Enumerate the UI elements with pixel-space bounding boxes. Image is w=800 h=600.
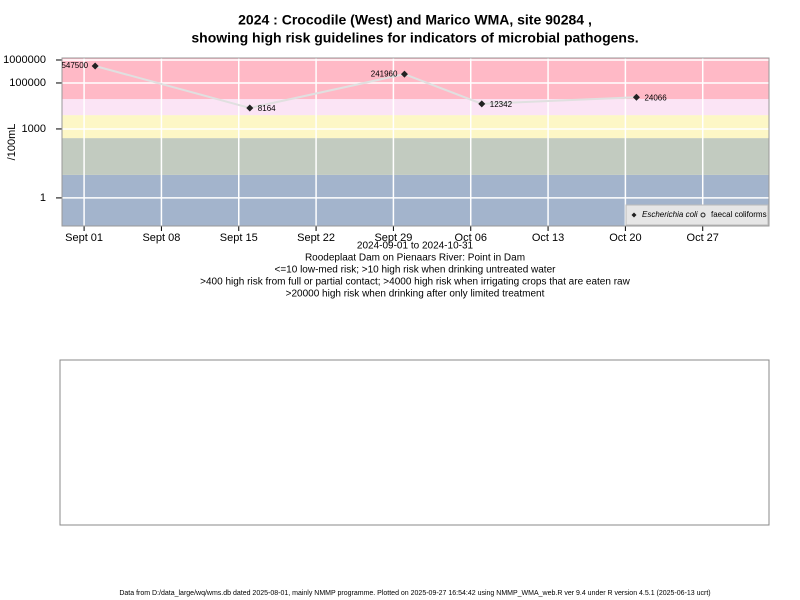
x-tick-label: Sept 01 (65, 232, 103, 244)
point-label: 12342 (490, 100, 513, 109)
y-axis-label: /100mL (6, 124, 18, 161)
x-tick-label: Sept 15 (220, 232, 258, 244)
footer: Data from D:/data_large/wq/wms.db dated … (119, 590, 710, 597)
point-label: 24066 (644, 93, 667, 102)
x-tick-label: Oct 06 (455, 232, 487, 244)
y-tick-label: 1000000 (3, 54, 46, 66)
risk-band (62, 138, 769, 175)
y-tick-label: 1000 (22, 123, 46, 135)
point-label: 547500 (61, 61, 88, 70)
x-tick-label: Oct 13 (532, 232, 564, 244)
x-tick-label: Sept 22 (297, 232, 335, 244)
chart-title: 2024 : Crocodile (West) and Marico WMA, … (238, 12, 592, 28)
legend-label: faecal coliforms (711, 210, 767, 219)
subtitle: <=10 low-med risk; >10 high risk when dr… (275, 265, 557, 276)
legend-box (625, 204, 769, 226)
x-tick-label: Sept 29 (374, 232, 412, 244)
subtitle: Roodeplaat Dam on Pienaars River: Point … (305, 253, 525, 264)
empty-panel (59, 359, 770, 526)
x-tick-label: Oct 27 (687, 232, 719, 244)
subtitle: >20000 high risk when drinking after onl… (286, 289, 545, 300)
data-point (246, 104, 254, 112)
y-tick-label: 1 (40, 192, 46, 204)
plot-frame (61, 57, 770, 227)
subtitle: 2024-09-01 to 2024-10-31 (357, 241, 474, 252)
subtitle: >400 high risk from full or partial cont… (200, 277, 630, 288)
data-point (632, 93, 640, 101)
data-point (400, 70, 408, 78)
legend-symbol (700, 212, 706, 218)
x-tick-label: Oct 20 (609, 232, 641, 244)
point-label: 241960 (371, 69, 398, 78)
risk-band (62, 115, 769, 139)
y-tick-label: 100000 (9, 77, 46, 89)
data-point (478, 100, 486, 108)
x-tick-label: Sept 08 (142, 232, 180, 244)
legend-symbol (631, 212, 637, 218)
data-point (91, 62, 99, 70)
point-label: 8164 (258, 104, 276, 113)
legend-label: Escherichia coli (642, 210, 698, 219)
chart-title: showing high risk guidelines for indicat… (191, 30, 638, 46)
legend: Escherichia coli faecal coliforms (625, 204, 769, 226)
